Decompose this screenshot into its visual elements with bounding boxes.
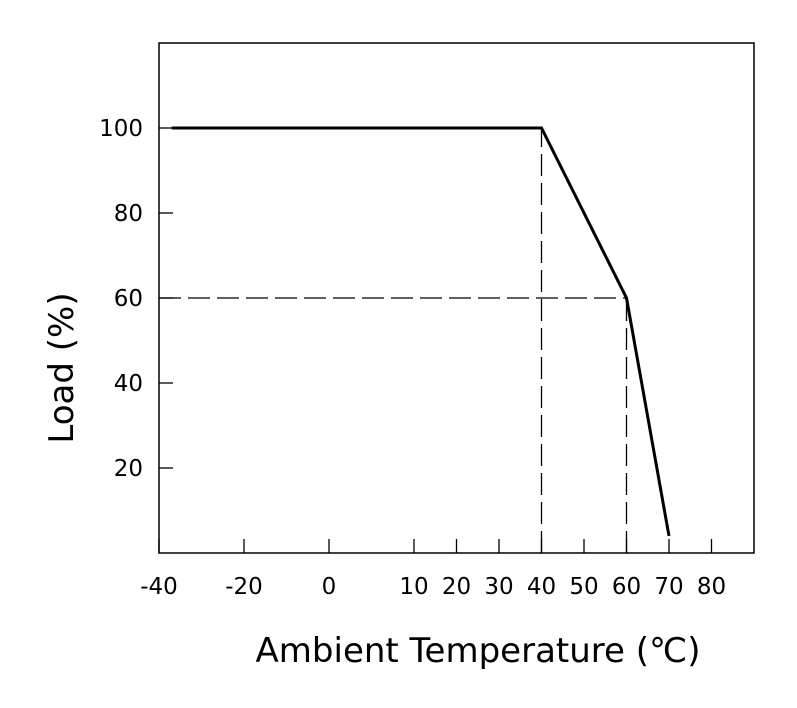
y-tick-label: 80 [114,201,143,227]
y-axis-title: Load (%) [42,292,82,443]
x-tick-label: -20 [225,574,263,600]
x-tick-label: -40 [140,574,178,600]
x-axis-ticks: -40 -20 0 10 20 30 40 50 60 70 80 [140,539,726,600]
x-tick-label: 30 [484,574,513,600]
x-tick-label: 20 [442,574,471,600]
x-axis-title: Ambient Temperature (℃) [256,631,701,671]
y-tick-label: 40 [114,371,143,397]
x-tick-label: 40 [527,574,556,600]
y-axis-ticks: 20 40 60 80 100 [99,116,173,482]
x-tick-label: 80 [697,574,726,600]
load-derating-line [171,126,671,537]
y-tick-label: 60 [114,286,143,312]
x-tick-label: 10 [399,574,428,600]
reference-lines [159,128,628,553]
x-tick-label: 70 [654,574,683,600]
y-tick-label: 100 [99,116,143,142]
x-tick-label: 60 [612,574,641,600]
y-tick-label: 20 [114,456,143,482]
series-group [171,126,671,537]
x-tick-label: 50 [569,574,598,600]
x-tick-label: 0 [322,574,337,600]
